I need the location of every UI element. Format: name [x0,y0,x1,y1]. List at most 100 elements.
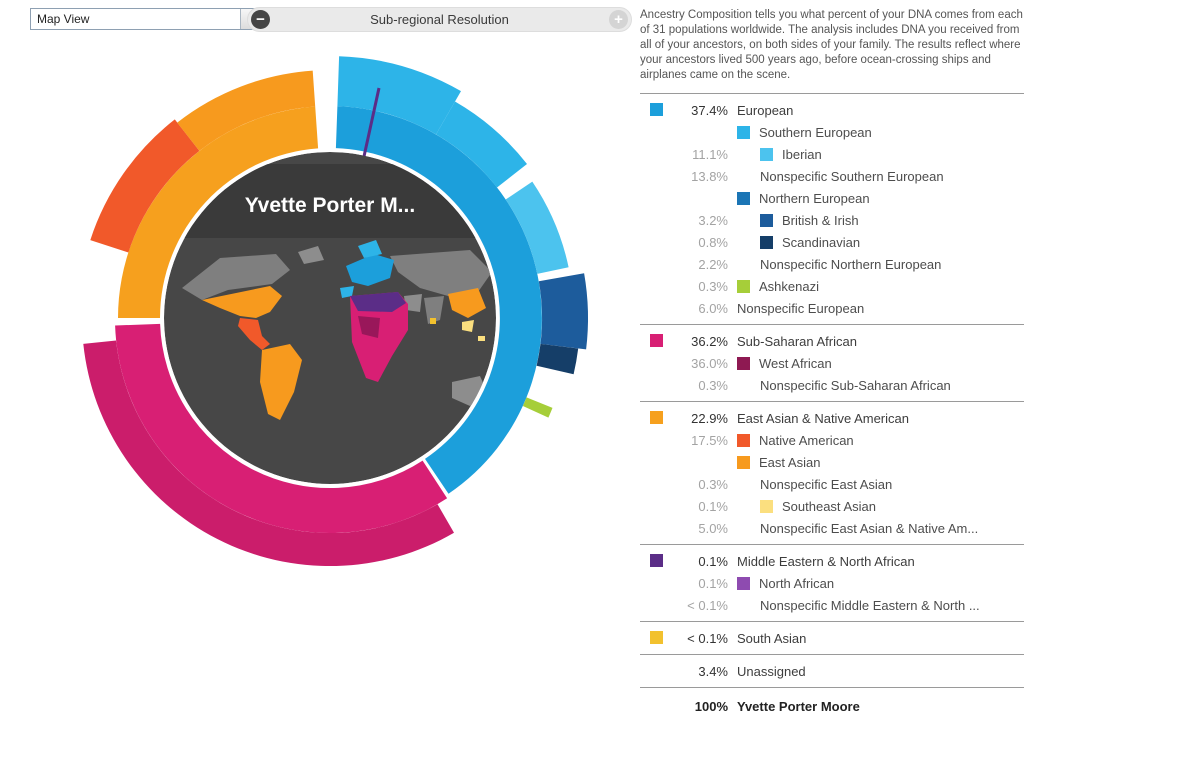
row-middle-eastern-north-african[interactable]: 0.1% Middle Eastern & North African [640,550,1024,572]
row-iberian[interactable]: 11.1% Iberian [640,143,1024,165]
arc-ashkenazi[interactable] [522,397,553,418]
population-label: Nonspecific East Asian & Native Am... [760,520,979,536]
map-india [424,296,444,324]
map-southeast-asia [462,320,474,332]
ancestry-wheel-chart: Yvette Porter M... [83,56,589,567]
divider [640,324,1024,325]
row-north-african[interactable]: 0.1% North African [640,572,1024,594]
map-south-asia [430,318,436,324]
map-north-america [202,286,282,318]
divider [640,621,1024,622]
row-nonspecific-east-asian[interactable]: 0.3% Nonspecific East Asian [640,473,1024,495]
resolution-minus-button[interactable]: − [251,10,270,29]
population-label: European [737,102,794,118]
population-label: Southern European [759,124,872,140]
map-north-asia [390,250,492,296]
row-sub-saharan-african[interactable]: 36.2% Sub-Saharan African [640,330,1024,352]
row-scandinavian[interactable]: 0.8% Scandinavian [640,231,1024,253]
row-total[interactable]: 100% Yvette Porter Moore [640,693,1024,719]
percent-value: 0.1% [698,498,728,514]
row-nonspecific-middle-eastern[interactable]: < 0.1% Nonspecific Middle Eastern & Nort… [640,594,1024,616]
divider [640,401,1024,402]
row-european[interactable]: 37.4% European [640,99,1024,121]
percent-value: 0.1% [698,575,728,591]
percent-value: 22.9% [691,410,728,426]
ancestry-description: Ancestry Composition tells you what perc… [640,9,1023,81]
color-swatch [760,213,773,227]
map-canada [182,254,290,300]
arc-east-asian-native-american[interactable] [118,106,319,319]
color-swatch [737,125,750,139]
population-label: Unassigned [737,663,806,679]
arc-southern-european[interactable] [337,56,461,135]
percent-value: 3.2% [698,212,728,228]
percent-value: 5.0% [698,520,728,536]
arc-middle-eastern-sliver[interactable] [361,87,381,162]
population-label: Nonspecific Northern European [760,256,942,272]
percent-value: 0.1% [698,553,728,569]
map-west-africa [358,316,380,338]
row-british-irish[interactable]: 3.2% British & Irish [640,209,1024,231]
map-iberia [340,286,354,298]
population-label: Iberian [782,146,822,162]
arc-iberian[interactable] [505,181,569,274]
color-swatch [737,576,750,590]
arc-east-asian[interactable] [177,70,316,151]
color-swatch [650,554,663,567]
percent-value: 3.4% [698,663,728,679]
population-label: Nonspecific East Asian [760,476,893,492]
map-middle-east [404,294,422,312]
population-label: Northern European [759,190,870,206]
resolution-slider: − Sub-regional Resolution + [247,7,632,32]
view-mode-dropdown[interactable]: Map View ▼ [30,8,260,30]
row-ashkenazi[interactable]: 0.3% Ashkenazi [640,275,1024,297]
percent-value: < 0.1% [687,630,728,646]
row-east-asian[interactable]: East Asian [640,451,1024,473]
row-nonspecific-northern-european[interactable]: 2.2% Nonspecific Northern European [640,253,1024,275]
arc-sub-saharan-african[interactable] [115,323,448,534]
population-label: East Asian & Native American [737,410,909,426]
row-unassigned[interactable]: 3.4% Unassigned [640,660,1024,682]
percent-value: < 0.1% [687,597,728,613]
row-northern-european[interactable]: Northern European [640,187,1024,209]
arc-west-african[interactable] [83,340,455,567]
arc-native-american[interactable] [90,119,200,253]
row-native-american[interactable]: 17.5% Native American [640,429,1024,451]
divider [640,687,1024,688]
row-west-african[interactable]: 36.0% West African [640,352,1024,374]
row-southeast-asian[interactable]: 0.1% Southeast Asian [640,495,1024,517]
resolution-label: Sub-regional Resolution [370,12,509,27]
divider [640,544,1024,545]
map-africa [350,292,408,382]
color-swatch [760,499,773,513]
population-label: Southeast Asian [782,498,876,514]
population-label: Nonspecific Middle Eastern & North ... [760,597,980,613]
color-swatch [650,631,663,644]
arc-scandinavian[interactable] [536,343,579,375]
row-nonspecific-european[interactable]: 6.0% Nonspecific European [640,297,1024,319]
population-label: West African [759,355,832,371]
color-swatch [760,147,773,161]
arc-southern-european-2[interactable] [436,101,527,188]
row-east-asian-native-american[interactable]: 22.9% East Asian & Native American [640,407,1024,429]
percent-value: 36.0% [691,355,728,371]
row-nonspecific-sub-saharan[interactable]: 0.3% Nonspecific Sub-Saharan African [640,374,1024,396]
row-nonspecific-southern-european[interactable]: 13.8% Nonspecific Southern European [640,165,1024,187]
map-central-america [238,318,270,350]
row-nonspecific-east-asian-native[interactable]: 5.0% Nonspecific East Asian & Native Am.… [640,517,1024,539]
row-south-asian[interactable]: < 0.1% South Asian [640,627,1024,649]
color-swatch [737,433,750,447]
population-label: Nonspecific Sub-Saharan African [760,377,951,393]
row-southern-european[interactable]: Southern European [640,121,1024,143]
population-label: East Asian [759,454,821,470]
resolution-plus-button[interactable]: + [609,10,628,29]
arc-european[interactable] [335,106,542,494]
percent-value: 6.0% [698,300,728,316]
color-swatch [760,235,773,249]
arc-british-irish[interactable] [538,273,589,350]
map-scandinavia [358,240,382,258]
population-label: Ashkenazi [759,278,819,294]
wheel-center-title: Yvette Porter M... [245,194,415,217]
percent-value: 13.8% [691,168,728,184]
map-east-asia [448,288,486,318]
